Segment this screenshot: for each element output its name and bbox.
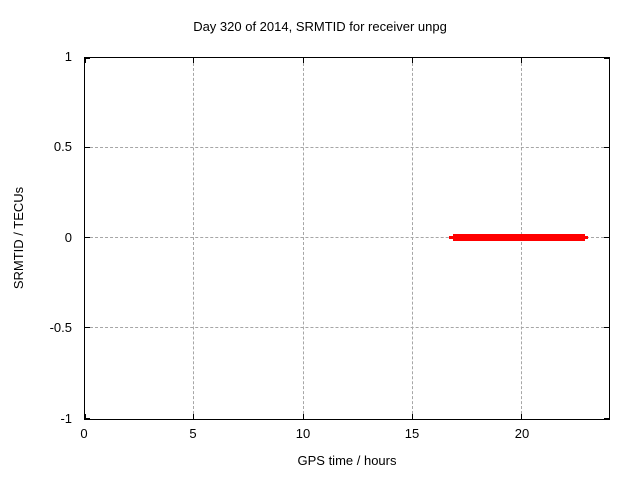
xtick-bottom-15 <box>412 414 413 419</box>
ytick-right--1 <box>604 418 609 419</box>
gridline-x-10 <box>303 58 304 419</box>
ytick-left--1 <box>85 418 90 419</box>
ytick-right-1 <box>604 58 609 59</box>
series-srmtid-left-tip <box>449 236 453 239</box>
xtick-bottom-10 <box>303 414 304 419</box>
xtick-label-0: 0 <box>80 426 88 441</box>
ytick-label--0.5: -0.5 <box>49 320 72 335</box>
xtick-label-10: 10 <box>295 426 311 441</box>
xtick-top-20 <box>521 58 522 63</box>
xtick-top-5 <box>193 58 194 63</box>
gridline-x-15 <box>412 58 413 419</box>
ytick-right--0.5 <box>604 327 609 328</box>
x-axis-label: GPS time / hours <box>297 453 397 468</box>
ytick-left-1 <box>85 58 90 59</box>
gridline-y-0.5 <box>85 147 609 148</box>
xtick-label-15: 15 <box>404 426 420 441</box>
ytick-label--1: -1 <box>60 411 72 426</box>
ytick-right-0.5 <box>604 147 609 148</box>
chart-title: Day 320 of 2014, SRMTID for receiver unp… <box>193 19 447 34</box>
ytick-label-0.5: 0.5 <box>53 139 72 154</box>
xtick-label-5: 5 <box>189 426 197 441</box>
ytick-left--0.5 <box>85 327 90 328</box>
y-axis-label: SRMTID / TECUs <box>11 186 26 290</box>
ytick-right-0 <box>604 237 609 238</box>
gridline-x-5 <box>193 58 194 419</box>
xtick-top-10 <box>303 58 304 63</box>
xtick-bottom-5 <box>193 414 194 419</box>
xtick-bottom-20 <box>521 414 522 419</box>
ytick-label-1: 1 <box>64 49 72 64</box>
plot-frame <box>84 57 610 420</box>
ytick-left-0 <box>85 237 90 238</box>
xtick-top-0 <box>85 58 86 63</box>
series-srmtid-line <box>453 234 585 241</box>
ytick-label-0: 0 <box>64 230 72 245</box>
xtick-label-20: 20 <box>514 426 530 441</box>
xtick-bottom-0 <box>85 414 86 419</box>
series-srmtid-right-tip <box>585 236 588 239</box>
ytick-left-0.5 <box>85 147 90 148</box>
gridline-y-0 <box>85 237 609 238</box>
xtick-top-15 <box>412 58 413 63</box>
gridline-y--0.5 <box>85 327 609 328</box>
